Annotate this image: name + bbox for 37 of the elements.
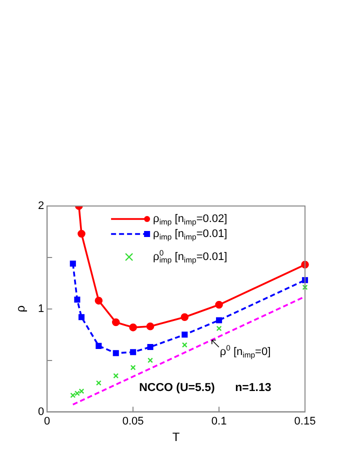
x-tick-label: 0.05 <box>122 415 144 428</box>
point <box>74 296 80 303</box>
point <box>182 342 188 348</box>
x-axis-title: T <box>172 430 180 444</box>
point <box>74 390 80 396</box>
point <box>113 373 119 379</box>
annotation: NCCO (U=5.5) <box>139 382 216 394</box>
point <box>302 277 308 284</box>
point <box>112 350 119 356</box>
annotation: n=1.13 <box>235 382 272 394</box>
point <box>96 380 102 386</box>
point <box>70 260 76 267</box>
point <box>130 349 136 356</box>
point <box>148 358 153 364</box>
x-tick-label: 0.1 <box>211 415 227 428</box>
point <box>182 332 188 338</box>
point <box>96 342 102 349</box>
x-tick-label: 0.15 <box>294 415 316 428</box>
point <box>216 326 222 332</box>
point <box>78 230 86 238</box>
point <box>215 300 223 309</box>
point <box>129 324 137 332</box>
point <box>112 318 120 326</box>
point <box>146 322 154 330</box>
point <box>147 344 154 350</box>
point <box>130 364 136 370</box>
point <box>78 314 85 320</box>
point <box>94 296 103 305</box>
point <box>70 392 76 398</box>
point <box>180 313 189 322</box>
y-tick-label: 2 <box>38 200 44 212</box>
y-tick-label: 0 <box>38 406 44 418</box>
point <box>78 388 84 394</box>
y-axis-title: ρ <box>13 305 28 312</box>
point <box>216 317 222 324</box>
point <box>302 284 308 290</box>
y-tick-label: 1 <box>38 302 44 315</box>
